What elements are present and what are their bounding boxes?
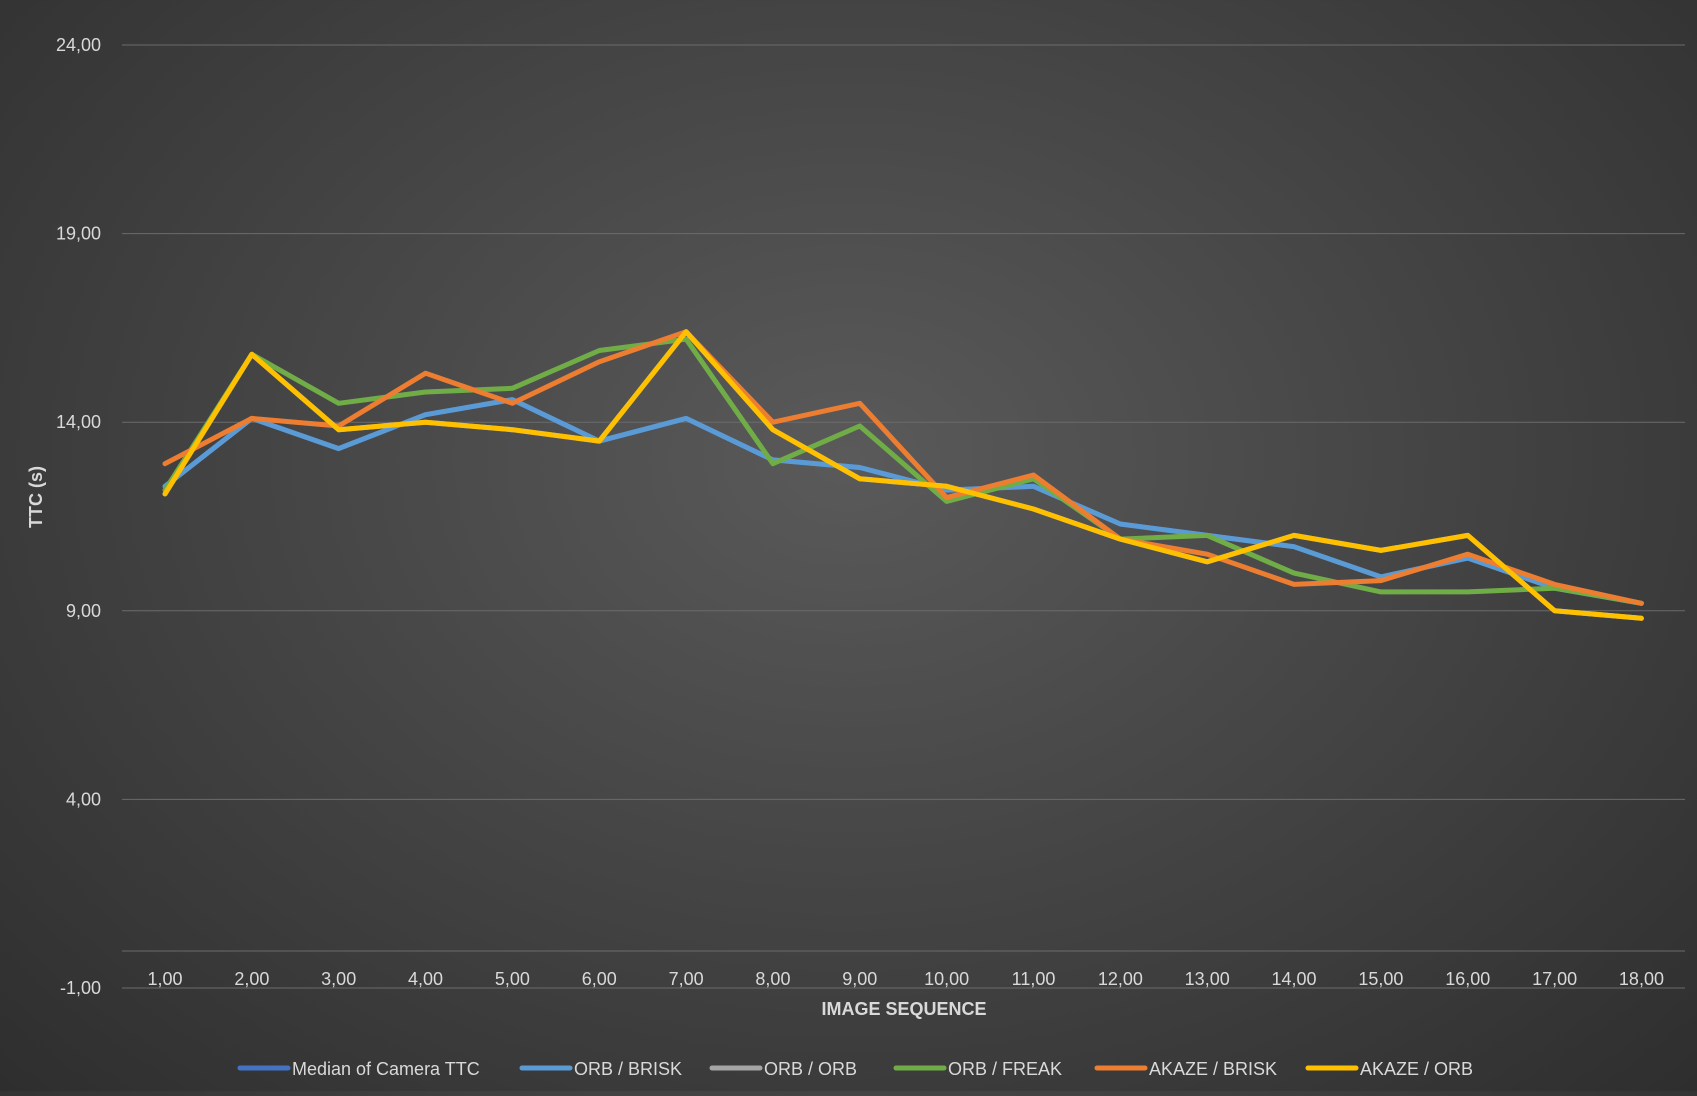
x-axis-title: IMAGE SEQUENCE <box>821 999 986 1019</box>
x-tick-label: 8,00 <box>755 969 790 989</box>
series-lines <box>162 329 1644 621</box>
legend: Median of Camera TTC ORB / BRISK ORB / ORB… <box>237 1059 1473 1079</box>
y-tick-label: -1,00 <box>60 978 101 998</box>
y-axis-title: TTC (s) <box>26 466 46 528</box>
series-line-4 <box>162 329 1644 606</box>
x-tick-label: 11,00 <box>1012 969 1056 989</box>
legend-label: ORB / FREAK <box>948 1059 1062 1079</box>
x-tick-label: 1,00 <box>147 969 182 989</box>
y-tick-label: 19,00 <box>56 224 101 244</box>
series-line-1 <box>162 397 1644 606</box>
legend-label: ORB / ORB <box>764 1059 857 1079</box>
x-tick-label: 4,00 <box>408 969 443 989</box>
x-tick-label: 17,00 <box>1532 969 1577 989</box>
x-tick-label: 2,00 <box>234 969 269 989</box>
x-tick-label: 14,00 <box>1272 969 1317 989</box>
x-tick-label: 13,00 <box>1185 969 1230 989</box>
x-tick-label: 16,00 <box>1445 969 1490 989</box>
series-line-5 <box>162 329 1644 621</box>
y-tick-label: 24,00 <box>56 35 101 55</box>
legend-label: AKAZE / BRISK <box>1149 1059 1277 1079</box>
x-tick-label: 7,00 <box>669 969 704 989</box>
series-line-2 <box>162 329 1644 621</box>
x-axis-ticks: 1,00 2,00 3,00 4,00 5,00 6,00 7,00 8,00 9,00 10,0… <box>147 969 1663 989</box>
x-tick-label: 15,00 <box>1358 969 1403 989</box>
x-tick-label: 12,00 <box>1098 969 1143 989</box>
x-tick-label: 3,00 <box>321 969 356 989</box>
x-tick-label: 6,00 <box>582 969 617 989</box>
x-tick-label: 10,00 <box>924 969 969 989</box>
legend-label: AKAZE / ORB <box>1360 1059 1473 1079</box>
y-tick-label: 14,00 <box>56 412 101 432</box>
gridlines <box>122 44 1685 989</box>
y-tick-label: 9,00 <box>66 601 101 621</box>
y-axis-ticks: 24,00 19,00 14,00 9,00 4,00 -1,00 <box>56 35 101 998</box>
legend-label: Median of Camera TTC <box>292 1059 480 1079</box>
legend-label: ORB / BRISK <box>574 1059 682 1079</box>
y-tick-label: 4,00 <box>66 789 101 809</box>
x-tick-label: 5,00 <box>495 969 530 989</box>
series-line-3 <box>162 336 1644 606</box>
x-tick-label: 18,00 <box>1619 969 1664 989</box>
x-tick-label: 9,00 <box>842 969 877 989</box>
